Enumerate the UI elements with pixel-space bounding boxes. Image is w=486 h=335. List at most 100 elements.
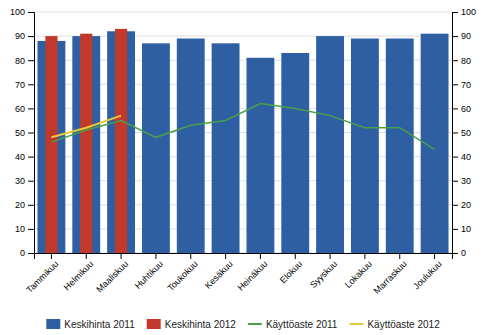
tick: Maaliskuu: [94, 253, 130, 295]
tick: 30: [15, 176, 34, 186]
tick: Syyskuu: [308, 253, 339, 290]
tick-mark: [452, 108, 458, 109]
tick: 70: [15, 80, 34, 90]
tick-mark: [452, 12, 458, 13]
tick-label: 60: [461, 104, 471, 114]
legend-label: Keskihinta 2011: [64, 319, 135, 330]
tick: 40: [15, 152, 34, 162]
tick: 20: [452, 200, 471, 210]
tick: 20: [15, 200, 34, 210]
tick-mark: [121, 253, 122, 259]
tick-mark: [260, 253, 261, 259]
legend-item: Keskihinta 2011: [46, 319, 135, 330]
tick-label: 30: [15, 176, 25, 186]
tick-label: 100: [10, 7, 25, 17]
tick-label: Kesäkuu: [203, 259, 235, 291]
tick-mark: [225, 253, 226, 259]
legend-swatch: [46, 319, 60, 329]
tick-mark: [452, 133, 458, 134]
chart: 0102030405060708090100010203040506070809…: [0, 0, 486, 335]
tick-label: 90: [15, 31, 25, 41]
tick-label: Heinäkuu: [236, 259, 270, 293]
tick-label: 80: [461, 56, 471, 66]
tick: Elokuu: [278, 253, 305, 285]
y-axis: 0 10 20 30 40 50 60 70 80 90 100: [10, 7, 35, 258]
marks: [37, 29, 448, 253]
tick-mark: [452, 157, 458, 158]
legend-item: Käyttöaste 2012: [349, 319, 440, 330]
tick: Toukokuu: [165, 253, 199, 293]
tick-label: Huhtikuu: [133, 259, 165, 291]
tick-label: Helmikuu: [62, 259, 96, 293]
bar: [212, 43, 240, 253]
tick-mark: [28, 205, 34, 206]
tick-mark: [28, 108, 34, 109]
tick-mark: [155, 253, 156, 259]
bar-series: [37, 31, 448, 253]
tick: 60: [452, 104, 471, 114]
tick-mark: [28, 253, 34, 254]
tick: Marraskuu: [372, 253, 409, 296]
bar: [45, 36, 57, 253]
tick: 10: [452, 224, 471, 234]
grid-line: [34, 12, 452, 13]
tick-mark: [86, 253, 87, 259]
tick-label: Joulukuu: [411, 259, 444, 292]
y2-axis: 0102030405060708090100: [452, 7, 476, 258]
chart-container: 0102030405060708090100010203040506070809…: [0, 0, 486, 335]
tick: 10: [15, 224, 34, 234]
tick: 30: [452, 176, 471, 186]
x-axis: TammikuuHelmikuuMaaliskuuHuhtikuuToukoku…: [24, 253, 452, 296]
tick-label: 0: [461, 248, 466, 258]
tick-mark: [190, 253, 191, 259]
bar: [80, 34, 92, 253]
tick: 100: [452, 7, 476, 17]
tick-label: 60: [15, 104, 25, 114]
tick-mark: [452, 229, 458, 230]
tick: 50: [452, 128, 471, 138]
legend-item: Käyttöaste 2011: [248, 319, 338, 330]
tick-label: Syyskuu: [308, 259, 339, 290]
tick: 50: [15, 128, 34, 138]
legend-swatch: [349, 323, 363, 325]
tick-label: Toukokuu: [165, 259, 199, 293]
tick-mark: [28, 12, 34, 13]
tick: Tammikuu: [24, 253, 60, 295]
tick: 60: [15, 104, 34, 114]
bar: [142, 43, 170, 253]
tick-mark: [295, 253, 296, 259]
axis-line: [35, 254, 453, 260]
tick-mark: [364, 253, 365, 259]
tick-mark: [452, 36, 458, 37]
bar: [281, 53, 309, 253]
bar-series: [45, 29, 127, 253]
grid: [34, 12, 452, 253]
tick-label: 40: [15, 152, 25, 162]
tick-label: 100: [461, 7, 476, 17]
tick-label: 90: [461, 31, 471, 41]
legend-item: Keskihinta 2012: [147, 319, 237, 330]
tick: 0: [20, 248, 34, 258]
tick-label: Elokuu: [278, 259, 305, 286]
legend: Keskihinta 2011 Keskihinta 2012 Käyttöaste…: [46, 319, 440, 330]
line: [51, 104, 434, 150]
tick: Lokakuu: [343, 253, 374, 290]
plot: 0102030405060708090100010203040506070809…: [10, 7, 476, 296]
axis-line: [28, 13, 35, 254]
tick-label: Maaliskuu: [94, 259, 130, 295]
bar: [246, 58, 274, 253]
tick-label: 20: [461, 200, 471, 210]
tick-label: 80: [15, 56, 25, 66]
tick-label: Lokakuu: [343, 259, 374, 290]
bar: [351, 39, 379, 253]
tick-label: 20: [15, 200, 25, 210]
tick-mark: [51, 253, 52, 259]
tick-label: 0: [20, 248, 25, 258]
tick-mark: [28, 229, 34, 230]
tick-mark: [452, 84, 458, 85]
tick-mark: [434, 253, 435, 259]
tick-label: 50: [15, 128, 25, 138]
bar: [177, 39, 205, 253]
tick: 40: [452, 152, 471, 162]
tick: Helmikuu: [62, 253, 96, 292]
